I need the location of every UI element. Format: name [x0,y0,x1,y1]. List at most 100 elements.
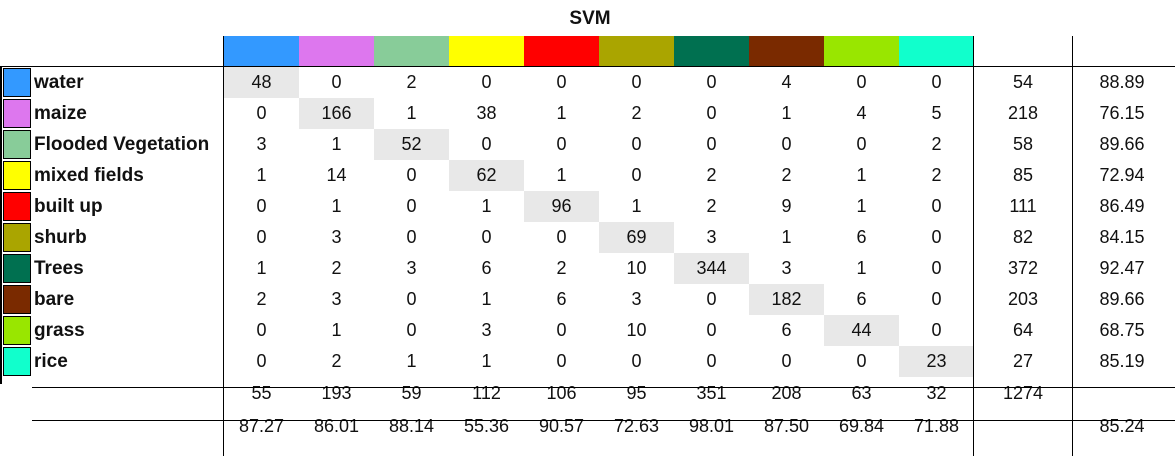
column-accuracy: 71.88 [913,416,960,436]
matrix-cell: 0 [406,320,417,340]
matrix-cell: 0 [556,134,567,154]
row-accuracy: 89.66 [1099,289,1145,309]
matrix-cell: 6 [556,289,567,309]
matrix-cell: 0 [706,351,717,371]
row-class-label: grass [34,320,85,341]
row-accuracy: 68.75 [1099,320,1145,340]
row-accuracy: 86.49 [1099,196,1145,216]
matrix-cell: 0 [856,351,867,371]
column-accuracy: 90.57 [538,416,585,436]
row-color-swatch [3,223,31,252]
matrix-cell: 344 [674,253,749,284]
matrix-cell: 0 [556,72,567,92]
matrix-cell: 0 [406,196,417,216]
matrix-cell: 3 [706,227,717,247]
column-total: 208 [771,383,802,403]
matrix-cell: 0 [931,320,942,340]
row-accuracy: 76.15 [1099,103,1145,123]
matrix-cell: 1 [856,196,867,216]
row-class-label: Flooded Vegetation [34,134,210,155]
matrix-cell: 0 [781,351,792,371]
matrix-cell: 1 [556,165,567,185]
column-total: 59 [401,383,422,403]
matrix-cell: 62 [449,160,524,191]
matrix-cell: 4 [781,72,792,92]
row-color-swatch [3,99,31,128]
row-class-label: shurb [34,227,87,248]
matrix-cell: 1 [781,227,792,247]
column-accuracy: 55.36 [463,416,510,436]
row-accuracy: 85.19 [1099,351,1145,371]
matrix-cell: 0 [256,103,267,123]
matrix-cell: 0 [406,289,417,309]
row-color-swatch [3,130,31,159]
matrix-cell: 1 [406,103,417,123]
matrix-cell: 0 [256,227,267,247]
row-class-label: maize [34,103,87,124]
column-total: 351 [696,383,727,403]
grid-line [973,36,974,456]
matrix-cell: 10 [626,258,647,278]
matrix-cell: 23 [899,346,974,377]
matrix-cell: 52 [374,129,449,160]
matrix-cell: 2 [331,351,342,371]
matrix-cell: 48 [224,67,299,98]
matrix-cell: 0 [256,320,267,340]
matrix-cell: 0 [781,134,792,154]
matrix-cell: 1 [331,134,342,154]
row-color-swatch [3,161,31,190]
row-color-swatch [3,347,31,376]
matrix-cell: 69 [599,222,674,253]
matrix-cell: 3 [331,227,342,247]
column-total: 55 [251,383,272,403]
column-color-swatch [299,36,374,67]
table-title: SVM [569,8,611,29]
matrix-cell: 1 [331,196,342,216]
matrix-cell: 0 [556,227,567,247]
matrix-cell: 2 [706,196,717,216]
column-color-swatch [749,36,824,67]
matrix-cell: 14 [326,165,347,185]
matrix-cell: 10 [626,320,647,340]
matrix-cell: 0 [631,134,642,154]
matrix-cell: 0 [706,289,717,309]
row-color-swatch [3,68,31,97]
matrix-cell: 0 [256,196,267,216]
matrix-cell: 3 [331,289,342,309]
column-accuracy: 86.01 [313,416,360,436]
matrix-cell: 4 [856,103,867,123]
column-color-swatch [824,36,899,67]
column-accuracy: 87.50 [763,416,810,436]
matrix-cell: 0 [931,227,942,247]
row-class-label: rice [34,351,68,372]
matrix-cell: 0 [706,72,717,92]
matrix-cell: 0 [931,196,942,216]
matrix-cell: 5 [931,103,942,123]
matrix-cell: 0 [256,351,267,371]
overall-accuracy: 85.24 [1099,416,1145,436]
column-color-swatch [674,36,749,67]
grid-line [32,387,1175,388]
matrix-cell: 2 [406,72,417,92]
row-total: 58 [1012,134,1034,154]
matrix-cell: 0 [931,258,942,278]
matrix-cell: 2 [931,134,942,154]
row-accuracy: 89.66 [1099,134,1145,154]
matrix-cell: 0 [631,165,642,185]
grid-line [0,66,1175,67]
matrix-cell: 0 [406,165,417,185]
matrix-cell: 0 [406,227,417,247]
row-accuracy: 84.15 [1099,227,1145,247]
matrix-cell: 3 [481,320,492,340]
matrix-cell: 6 [481,258,492,278]
matrix-cell: 1 [481,289,492,309]
row-accuracy: 72.94 [1099,165,1145,185]
column-color-swatch [524,36,599,67]
row-total: 203 [1007,289,1039,309]
matrix-cell: 0 [331,72,342,92]
row-total: 64 [1012,320,1034,340]
matrix-cell: 96 [524,191,599,222]
column-color-swatch [899,36,974,67]
row-class-label: mixed fields [34,165,144,186]
column-total: 95 [626,383,647,403]
